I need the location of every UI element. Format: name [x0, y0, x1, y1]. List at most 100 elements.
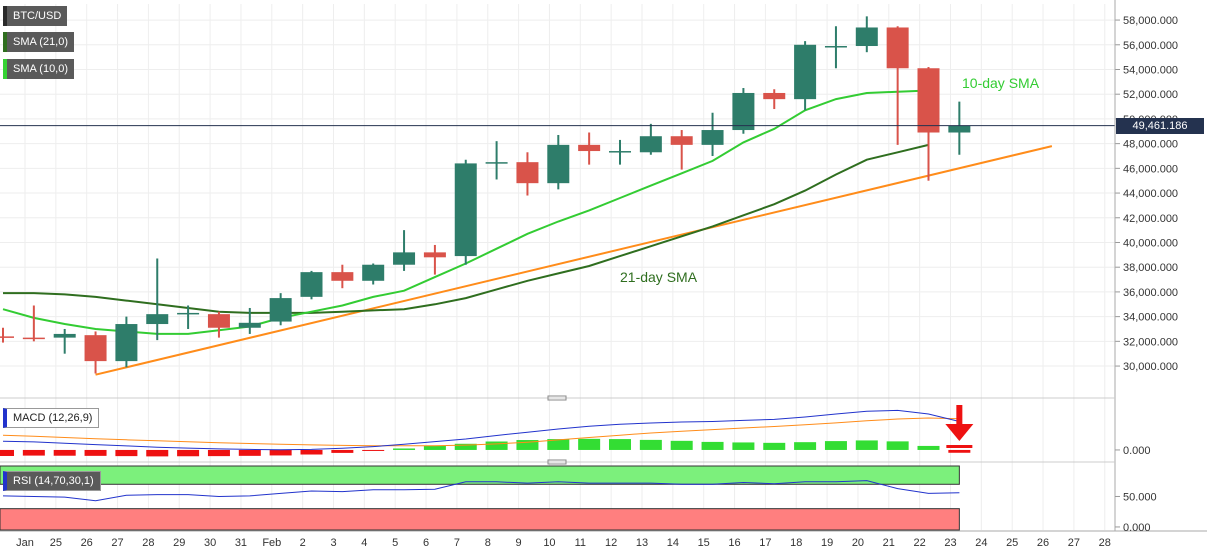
macd-histogram-bar	[393, 448, 416, 450]
candle-body	[53, 333, 76, 338]
candle-body	[701, 130, 724, 145]
legend-sma10[interactable]: SMA (10,0)	[3, 59, 75, 79]
y-tick-label: 38,000.000	[1123, 262, 1178, 274]
legend-btcusd[interactable]: BTC/USD	[3, 6, 68, 26]
legend-sma21[interactable]: SMA (21,0)	[3, 32, 75, 52]
macd-histogram-bar	[269, 449, 292, 456]
candle-body	[0, 336, 14, 338]
candle-body	[393, 252, 416, 265]
candle-body	[207, 314, 230, 328]
y-tick-label: 52,000.000	[1123, 89, 1178, 101]
candle-body	[670, 136, 693, 145]
x-tick-label: 26	[1037, 537, 1049, 549]
macd-histogram-bar	[22, 449, 45, 456]
rsi-indicator-label[interactable]: RSI (14,70,30,1)	[3, 471, 101, 491]
y-tick-label: 46,000.000	[1123, 163, 1178, 175]
macd-histogram-bar	[639, 439, 662, 450]
macd-line	[2, 409, 960, 451]
candle-body	[269, 298, 292, 322]
candle-body	[485, 162, 508, 164]
sma10-annotation: 10-day SMA	[962, 75, 1040, 91]
x-tick-label: Feb	[262, 537, 281, 549]
x-tick-label: 25	[1006, 537, 1018, 549]
y-tick-label: 30,000.000	[1123, 361, 1178, 373]
x-tick-label: 7	[454, 537, 460, 549]
x-tick-label: 16	[728, 537, 740, 549]
macd-histogram-bar	[115, 449, 138, 457]
down-arrow-base	[946, 445, 973, 448]
x-tick-label: 26	[81, 537, 93, 549]
macd-histogram-bar	[917, 445, 940, 450]
y-tick-label: 44,000.000	[1123, 188, 1178, 200]
x-tick-label: 24	[975, 537, 987, 549]
macd-histogram-bar	[362, 449, 385, 451]
macd-histogram-bar	[670, 440, 693, 450]
macd-histogram-bar	[578, 438, 601, 450]
candle-body	[547, 144, 570, 184]
sma21-annotation: 21-day SMA	[620, 269, 698, 285]
candle-body	[300, 272, 323, 297]
macd-histogram-bar	[886, 441, 909, 450]
x-tick-label: 22	[914, 537, 926, 549]
y-tick-label: 54,000.000	[1123, 64, 1178, 76]
macd-histogram-bar	[763, 442, 786, 450]
y-tick-label: 42,000.000	[1123, 213, 1178, 225]
macd-indicator-label[interactable]: MACD (12,26,9)	[3, 408, 100, 428]
candle-body	[578, 144, 601, 152]
x-tick-label: 27	[111, 537, 123, 549]
candle-body	[732, 92, 755, 131]
x-tick-label: 14	[667, 537, 679, 549]
macd-histogram-bar	[238, 449, 261, 456]
macd-histogram-bar	[701, 441, 724, 450]
candle-body	[177, 312, 200, 315]
x-tick-label: 15	[698, 537, 710, 549]
candle-body	[238, 322, 261, 328]
candle-body	[794, 44, 817, 100]
x-tick-label: 28	[142, 537, 154, 549]
macd-histogram-bar	[177, 449, 200, 457]
candle-body	[639, 136, 662, 153]
candle-body	[146, 314, 169, 325]
macd-histogram-bar	[824, 441, 847, 450]
macd-histogram-bar	[207, 449, 230, 457]
rsi-y-tick-label: 0.000	[1123, 522, 1151, 534]
macd-histogram-bar	[609, 439, 631, 450]
x-tick-label: 30	[204, 537, 216, 549]
x-tick-label: 6	[423, 537, 429, 549]
x-tick-label: 17	[759, 537, 771, 549]
candle-body	[855, 27, 878, 47]
x-tick-label: 25	[50, 537, 62, 549]
macd-histogram-bar	[53, 449, 76, 456]
macd-histogram-bar	[300, 449, 323, 455]
macd-histogram-bar	[855, 440, 878, 450]
candle-body	[423, 252, 446, 258]
macd-histogram-bar	[331, 449, 354, 453]
x-tick-label: 5	[392, 537, 398, 549]
macd-histogram-bar	[84, 449, 107, 456]
candle-body	[824, 46, 847, 48]
macd-histogram-bar	[485, 441, 508, 450]
macd-histogram-bar	[0, 449, 14, 456]
macd-y-tick-label: 0.000	[1123, 445, 1151, 457]
candle-body	[331, 272, 354, 281]
down-arrow-head	[945, 424, 974, 441]
candle-body	[362, 264, 385, 281]
panel-resize-handle	[547, 395, 567, 401]
x-tick-label: 11	[575, 537, 586, 549]
x-tick-label: 18	[790, 537, 802, 549]
rsi-overbought-zone	[0, 465, 960, 485]
x-tick-label: 9	[516, 537, 522, 549]
candle-body	[22, 337, 45, 340]
x-tick-label: 12	[605, 537, 617, 549]
chart-annotations: 10-day SMA 21-day SMA	[620, 75, 1040, 285]
rsi-oversold-zone	[0, 508, 960, 531]
x-tick-label: 4	[361, 537, 367, 549]
macd-histogram-bar	[454, 443, 477, 450]
x-tick-label: 21	[883, 537, 895, 549]
candle-body	[609, 151, 631, 153]
rsi-y-tick-label: 50.000	[1123, 491, 1157, 503]
y-tick-label: 34,000.000	[1123, 312, 1178, 324]
candle-body	[948, 125, 971, 133]
